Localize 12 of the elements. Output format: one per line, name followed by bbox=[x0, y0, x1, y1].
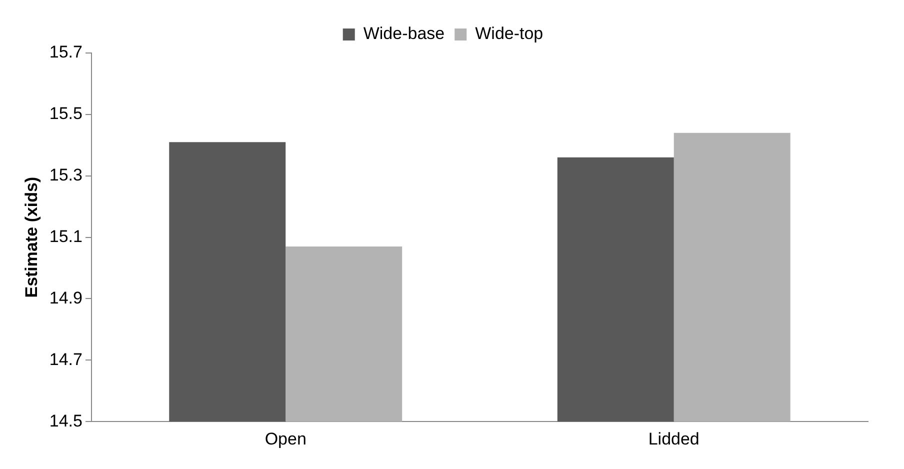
legend-label: Wide-top bbox=[475, 24, 544, 44]
y-tick-label: 14.7 bbox=[49, 350, 82, 369]
y-tick-label: 14.5 bbox=[49, 411, 82, 430]
y-axis-title: Estimate (xids) bbox=[22, 176, 41, 298]
legend-label: Wide-base bbox=[363, 24, 445, 44]
y-tick-label: 15.3 bbox=[49, 166, 82, 185]
x-tick-label: Open bbox=[264, 429, 306, 448]
x-tick-label: Lidded bbox=[648, 429, 700, 448]
y-tick-label: 15.7 bbox=[49, 42, 82, 62]
y-tick-label: 15.1 bbox=[49, 226, 82, 246]
y-tick-label: 14.9 bbox=[49, 288, 82, 308]
y-tick-label: 15.5 bbox=[49, 104, 82, 124]
